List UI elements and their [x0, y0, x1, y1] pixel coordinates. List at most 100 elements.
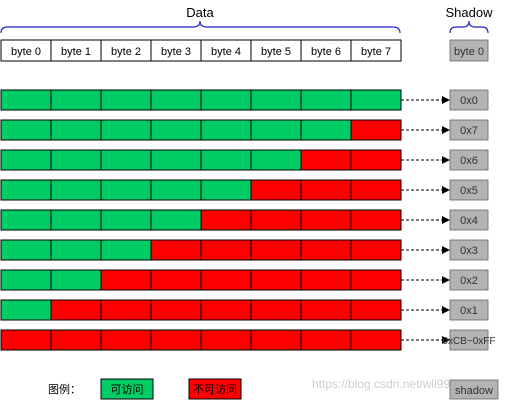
accessible-byte-cell: [0, 239, 52, 261]
accessible-byte-cell: [50, 239, 102, 261]
header-byte-label: byte 2: [111, 46, 141, 58]
inaccessible-byte-cell: [350, 269, 402, 291]
inaccessible-byte-cell: [150, 239, 202, 261]
accessible-byte-cell: [250, 149, 302, 171]
shadow-value: 0x4: [460, 215, 478, 227]
data-brace: [0, 20, 401, 34]
accessible-byte-cell: [0, 269, 52, 291]
header-byte-label: byte 7: [361, 46, 391, 58]
shadow-cell: [449, 179, 489, 201]
inaccessible-byte-cell: [350, 179, 402, 201]
legend-inaccessible-text: 不可访问: [193, 383, 237, 396]
header-shadow-cell: [449, 39, 489, 62]
inaccessible-byte-cell: [200, 209, 252, 231]
memory-row: 0x1: [0, 299, 489, 321]
accessible-byte-cell: [150, 119, 202, 141]
inaccessible-byte-cell: [150, 329, 202, 351]
memory-row: 0xCB~0xFF: [0, 329, 496, 351]
memory-row: 0x3: [0, 239, 489, 261]
shadow-value: 0x1: [460, 305, 478, 317]
header-shadow-label: byte 0: [454, 46, 484, 58]
accessible-byte-cell: [150, 209, 202, 231]
accessible-byte-cell: [100, 89, 152, 111]
memory-row: 0x5: [0, 179, 489, 201]
accessible-byte-cell: [0, 149, 52, 171]
header-byte-label: byte 1: [61, 46, 91, 58]
shadow-cell: [449, 269, 489, 291]
shadow-cell: [449, 209, 489, 231]
shadow-cell: [449, 329, 489, 351]
accessible-byte-cell: [200, 179, 252, 201]
inaccessible-byte-cell: [250, 329, 302, 351]
shadow-title: Shadow: [446, 5, 494, 20]
shadow-cell: [449, 149, 489, 171]
inaccessible-byte-cell: [350, 209, 402, 231]
accessible-byte-cell: [50, 209, 102, 231]
inaccessible-byte-cell: [200, 299, 252, 321]
data-title: Data: [186, 5, 214, 20]
accessible-byte-cell: [50, 89, 102, 111]
legend-label: 图例：: [48, 382, 81, 396]
inaccessible-byte-cell: [300, 149, 352, 171]
memory-row: 0x4: [0, 209, 489, 231]
shadow-value: 0x6: [460, 155, 478, 167]
header-row: byte 0 byte 1 byte 2 byte 3 byte 4 byte 5 byte…: [0, 39, 402, 62]
accessible-byte-cell: [0, 89, 52, 111]
memory-row: 0x7: [0, 119, 489, 141]
accessible-byte-cell: [100, 209, 152, 231]
accessible-byte-cell: [50, 149, 102, 171]
header-byte-label: byte 3: [161, 46, 191, 58]
accessible-byte-cell: [0, 209, 52, 231]
memory-row: 0x6: [0, 149, 489, 171]
shadow-cell: [449, 119, 489, 141]
inaccessible-byte-cell: [150, 299, 202, 321]
inaccessible-byte-cell: [350, 149, 402, 171]
inaccessible-byte-cell: [300, 209, 352, 231]
accessible-byte-cell: [150, 149, 202, 171]
inaccessible-byte-cell: [200, 239, 252, 261]
inaccessible-byte-cell: [100, 299, 152, 321]
shadow-value: 0x2: [460, 275, 478, 287]
shadow-cell: [449, 299, 489, 321]
accessible-byte-cell: [200, 149, 252, 171]
inaccessible-byte-cell: [50, 329, 102, 351]
shadow-cell: [449, 89, 489, 111]
accessible-byte-cell: [50, 119, 102, 141]
inaccessible-byte-cell: [150, 269, 202, 291]
inaccessible-byte-cell: [350, 299, 402, 321]
legend-inaccessible-swatch: [188, 378, 242, 400]
inaccessible-byte-cell: [200, 329, 252, 351]
inaccessible-byte-cell: [250, 239, 302, 261]
inaccessible-byte-cell: [350, 119, 402, 141]
legend-shadow-text: shadow: [455, 385, 493, 397]
inaccessible-byte-cell: [250, 299, 302, 321]
legend-accessible-text: 可访问: [111, 383, 144, 396]
accessible-byte-cell: [100, 119, 152, 141]
header-byte-label: byte 4: [211, 46, 241, 58]
accessible-byte-cell: [150, 179, 202, 201]
inaccessible-byte-cell: [300, 299, 352, 321]
accessible-byte-cell: [0, 299, 52, 321]
header-byte-cell: [350, 39, 402, 62]
accessible-byte-cell: [150, 89, 202, 111]
inaccessible-byte-cell: [100, 329, 152, 351]
legend-shadow-swatch: [449, 379, 499, 400]
inaccessible-byte-cell: [100, 269, 152, 291]
legend-accessible-swatch: [100, 378, 154, 400]
memory-row: 0x2: [0, 269, 489, 291]
watermark: https://blog.csdn.net/wll999: [312, 377, 457, 391]
accessible-byte-cell: [300, 119, 352, 141]
inaccessible-byte-cell: [300, 329, 352, 351]
inaccessible-byte-cell: [300, 239, 352, 261]
shadow-value: 0x5: [460, 185, 478, 197]
inaccessible-byte-cell: [0, 329, 52, 351]
shadow-brace: [449, 20, 489, 34]
rows: 0x0 0x7 0x6 0x5 0x4 0x3 0x2 0x1 0xCB~0xFF: [0, 89, 496, 351]
accessible-byte-cell: [250, 119, 302, 141]
accessible-byte-cell: [100, 239, 152, 261]
header-byte-label: byte 6: [311, 46, 341, 58]
shadow-value: 0x3: [460, 245, 478, 257]
accessible-byte-cell: [100, 179, 152, 201]
header-byte-label: byte 5: [261, 46, 291, 58]
